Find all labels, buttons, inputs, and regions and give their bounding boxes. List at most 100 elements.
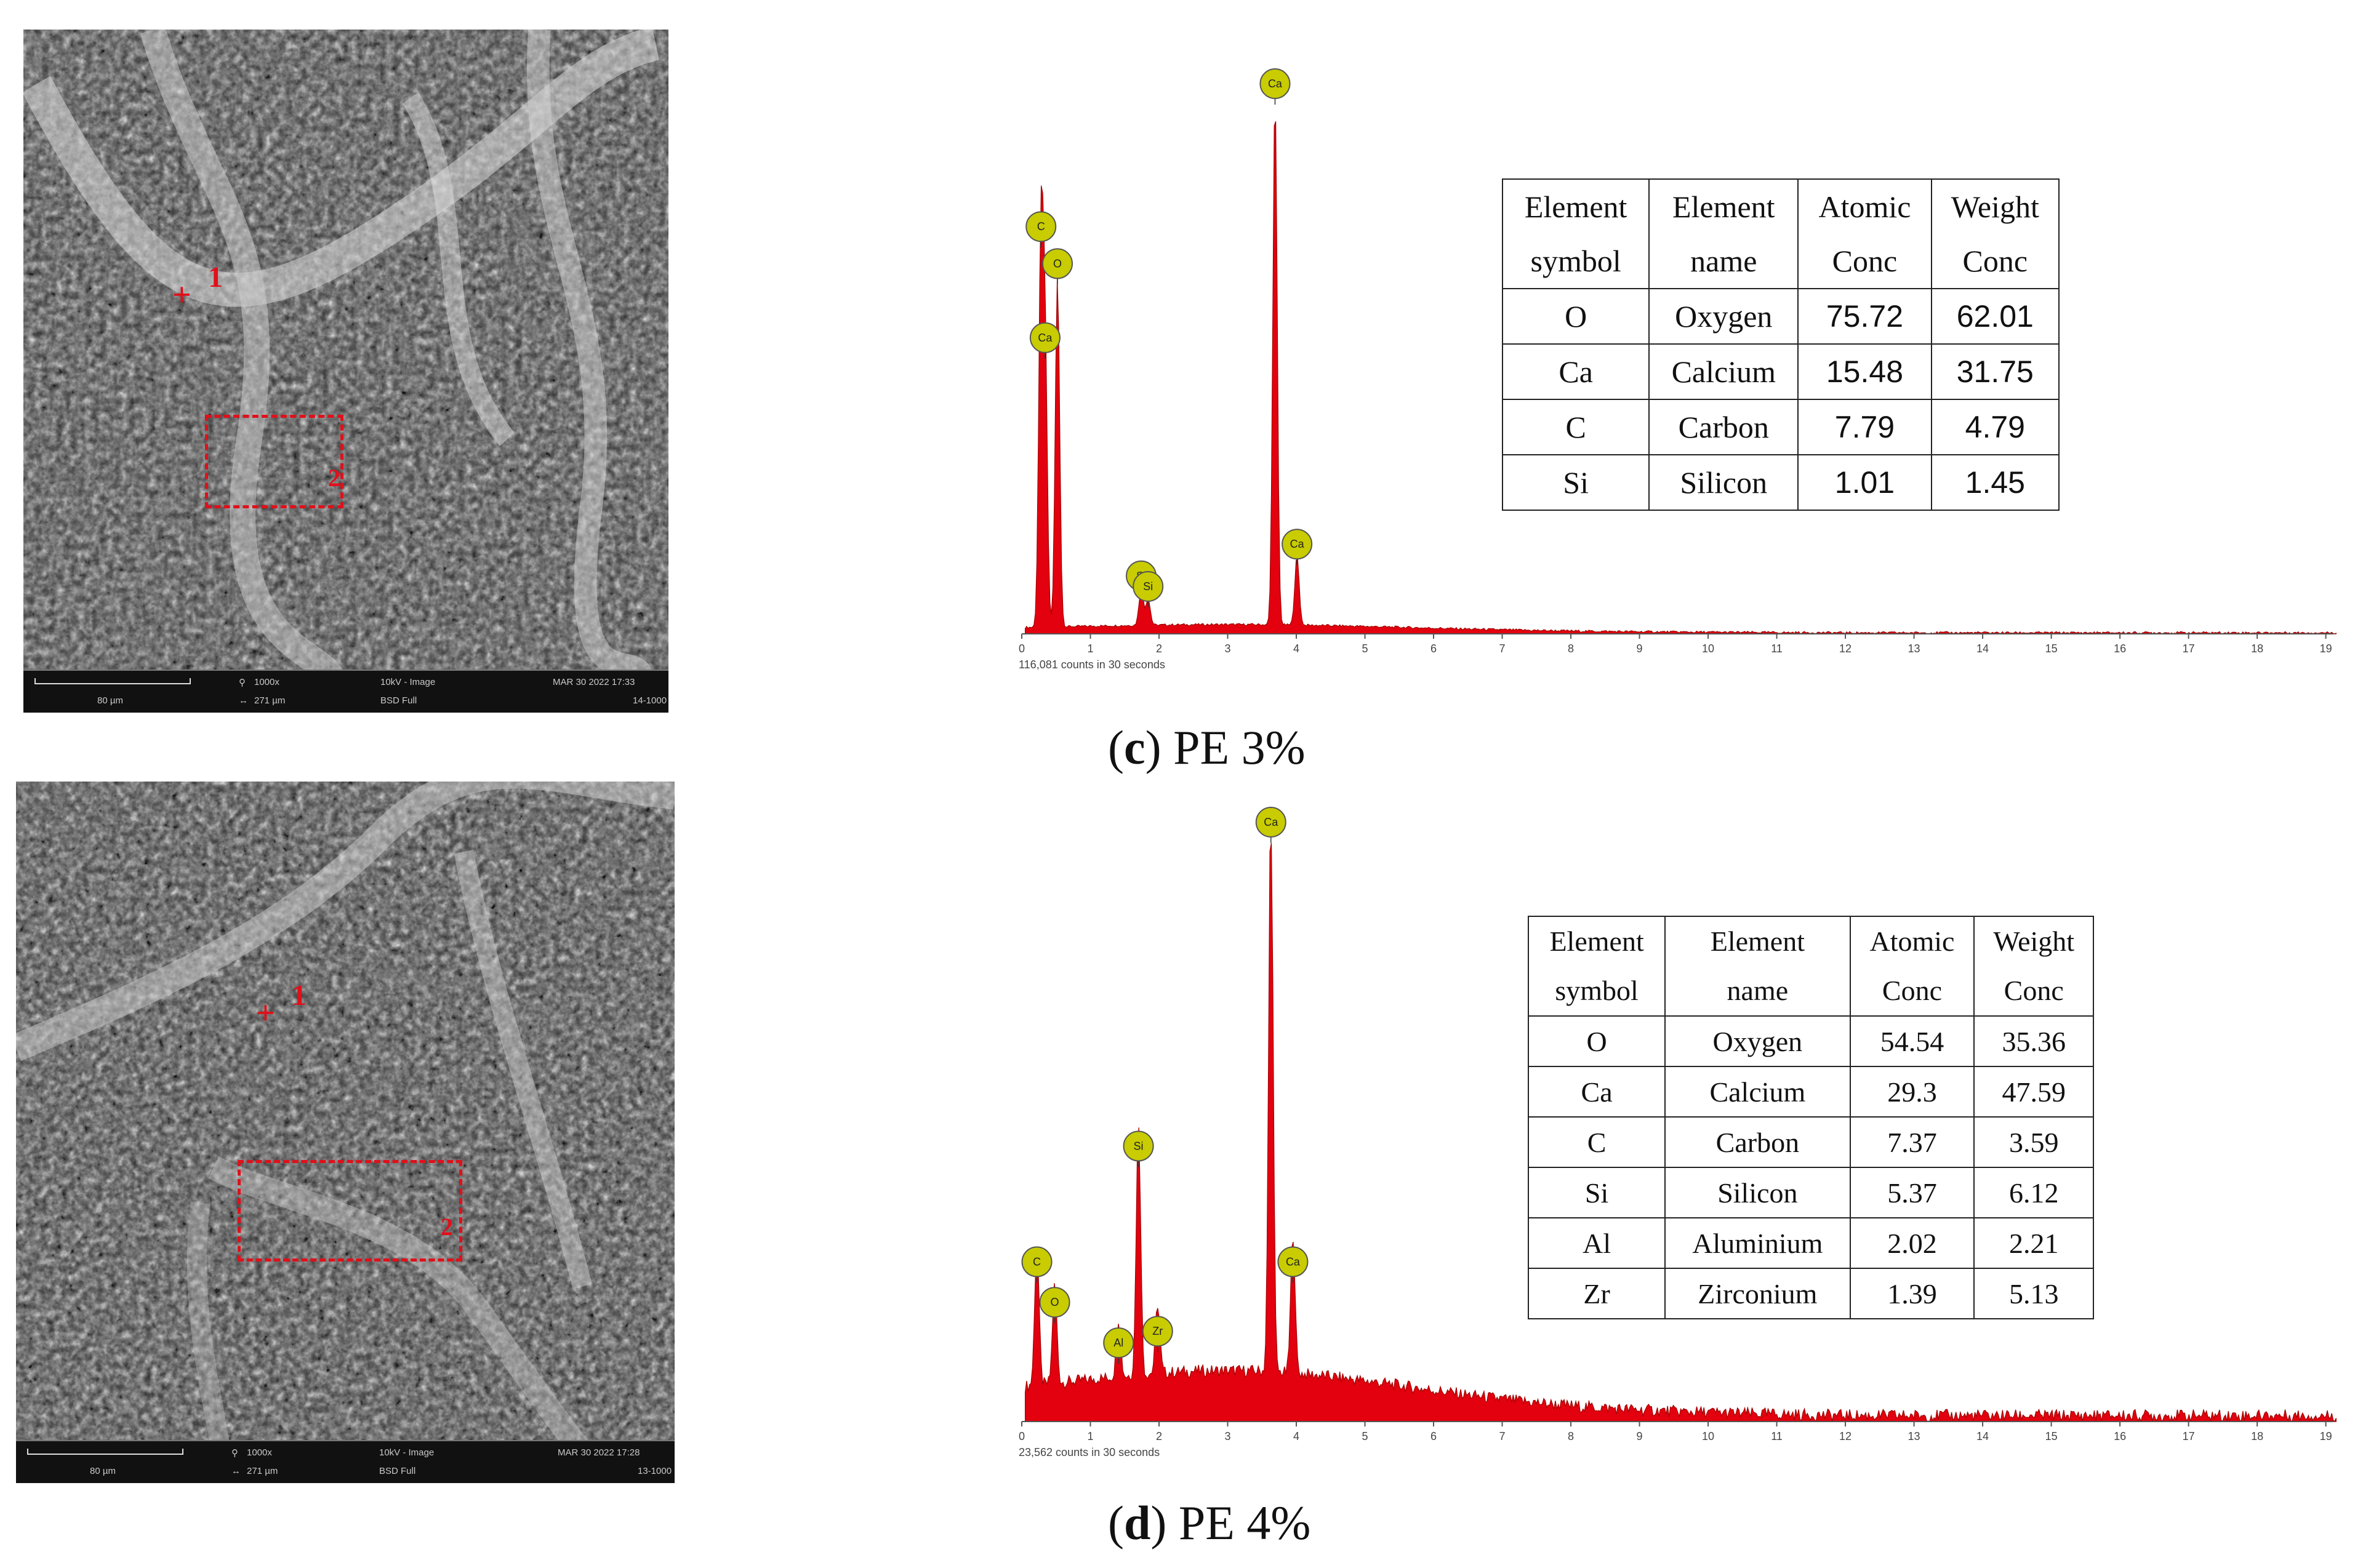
table-cell: 6.12 xyxy=(1973,1167,2094,1218)
peak-marker xyxy=(1029,322,1061,353)
peak-label: C xyxy=(1033,1255,1041,1268)
peak-marker xyxy=(1123,1130,1154,1162)
x-tick-label: 19 xyxy=(2320,642,2332,655)
peak-marker xyxy=(1133,571,1164,602)
magnification: 1000x xyxy=(254,677,279,687)
x-tick-label: 18 xyxy=(2251,1430,2263,1442)
table-cell: 7.79 xyxy=(1797,399,1932,455)
table-cell: Silicon xyxy=(1648,454,1799,511)
spectrum-area xyxy=(1024,842,2337,1423)
hfw-icon: ↔ xyxy=(239,695,248,706)
table-header-row: Element symbol Element name Atomic Conc Weight… xyxy=(1501,178,2060,289)
table-cell: Carbon xyxy=(1664,1116,1851,1168)
table-cell: Al xyxy=(1527,1217,1666,1269)
table-row: Ca Calcium 15.48 31.75 xyxy=(1501,343,2060,400)
point-1-marker: + xyxy=(256,994,275,1031)
column-header-line: Conc xyxy=(1962,244,2028,278)
table-row: Zr Zirconium 1.39 5.13 xyxy=(1527,1268,2094,1319)
peak-marker xyxy=(1025,211,1057,242)
table-cell: 2.02 xyxy=(1849,1217,1975,1269)
table-cell: 4.79 xyxy=(1930,399,2060,455)
image-code: 14-1000 xyxy=(633,695,667,706)
peak-label: O xyxy=(1053,257,1062,270)
column-header-line: Conc xyxy=(2004,975,2064,1006)
column-header-line: Weight xyxy=(1951,190,2039,224)
x-tick-label: 0 xyxy=(1019,1430,1025,1442)
column-header-line: Element xyxy=(1549,926,1644,957)
peak-label: O xyxy=(1051,1296,1059,1308)
caption-d: (d) PE 4% xyxy=(1108,1496,1311,1550)
x-tick-label: 11 xyxy=(1771,642,1783,655)
table-row: O Oxygen 75.72 62.01 xyxy=(1501,288,2060,345)
region-2-label: 2 xyxy=(441,1213,453,1241)
table-row: Ca Calcium 29.3 47.59 xyxy=(1527,1066,2094,1118)
table-cell: 1.45 xyxy=(1930,454,2060,511)
hfw: 271 µm xyxy=(254,695,286,706)
sem-info-bar: 80 µm ⚲ 1000x ↔ 271 µm 10kV - Image BSD … xyxy=(16,1440,675,1483)
acquisition-date: MAR 30 2022 17:28 xyxy=(558,1447,640,1458)
point-1-label: 1 xyxy=(208,261,223,294)
table-cell: 2.21 xyxy=(1973,1217,2094,1269)
column-header-line: Element xyxy=(1672,190,1775,224)
peak-marker xyxy=(1103,1327,1134,1358)
x-tick-label: 7 xyxy=(1499,642,1506,655)
scale-label: 80 µm xyxy=(97,695,123,706)
figure-panel-d: + 1 2 80 µm ⚲ 1000x ↔ 271 µm 10kV - Imag… xyxy=(0,782,2355,1568)
x-tick-label: 6 xyxy=(1430,1430,1437,1442)
figure-panel-c: + 1 2 80 µm ⚲ 1000x ↔ 271 µm 10kV - Imag… xyxy=(0,0,2355,782)
table-cell: 29.3 xyxy=(1849,1066,1975,1118)
magnification: 1000x xyxy=(247,1447,272,1458)
table-cell: 15.48 xyxy=(1797,343,1932,400)
column-header: Element symbol xyxy=(1527,916,1666,1017)
sem-micrograph-d: + 1 2 80 µm ⚲ 1000x ↔ 271 µm 10kV - Imag… xyxy=(16,782,675,1483)
table-cell: O xyxy=(1501,288,1650,345)
table-cell: Si xyxy=(1527,1167,1666,1218)
table-row: C Carbon 7.37 3.59 xyxy=(1527,1116,2094,1168)
table-cell: Oxygen xyxy=(1648,288,1799,345)
x-tick-label: 17 xyxy=(2183,642,2195,655)
table-cell: O xyxy=(1527,1015,1666,1067)
x-tick-label: 15 xyxy=(2045,642,2058,655)
region-2-box xyxy=(205,415,343,508)
peak-label: Ca xyxy=(1286,1255,1301,1268)
table-cell: Oxygen xyxy=(1664,1015,1851,1067)
x-tick-label: 2 xyxy=(1156,642,1162,655)
table-row: C Carbon 7.79 4.79 xyxy=(1501,399,2060,455)
eds-spectrum-d: 0 1 2 3 4 5 6 7 8 9 10 11 12 13 14 15 16 17 18 19 23,562 cou… xyxy=(1009,807,2339,1471)
table-cell: Carbon xyxy=(1648,399,1799,455)
x-tick-label: 18 xyxy=(2251,642,2263,655)
table-cell: Ca xyxy=(1501,343,1650,400)
x-tick-label: 7 xyxy=(1499,1430,1506,1442)
table-cell: Silicon xyxy=(1664,1167,1851,1218)
peak-label: Si xyxy=(1134,1140,1144,1152)
scale-label: 80 µm xyxy=(90,1466,116,1476)
eds-table-d: Element symbol Element name Atomic Conc Weight… xyxy=(1527,916,2094,1319)
column-header: Atomic Conc xyxy=(1797,178,1932,289)
scale-bar xyxy=(34,678,191,684)
peak-marker xyxy=(1021,1246,1053,1278)
sem-info-bar: 80 µm ⚲ 1000x ↔ 271 µm 10kV - Image BSD … xyxy=(23,670,668,713)
table-cell: 31.75 xyxy=(1930,343,2060,400)
x-tick-label: 5 xyxy=(1362,642,1368,655)
x-tick-label: 19 xyxy=(2320,1430,2332,1442)
column-header-line: Atomic xyxy=(1869,926,1955,957)
x-tick-label: 16 xyxy=(2114,642,2126,655)
column-header: Element symbol xyxy=(1501,178,1650,289)
table-cell: 47.59 xyxy=(1973,1066,2094,1118)
column-header-line: name xyxy=(1727,975,1789,1006)
table-cell: C xyxy=(1527,1116,1666,1168)
caption-c: (c) PE 3% xyxy=(1108,721,1306,774)
column-header-line: symbol xyxy=(1530,244,1621,278)
column-header-line: Element xyxy=(1524,190,1627,224)
peak-label: Al xyxy=(1113,1337,1123,1349)
table-cell: 75.72 xyxy=(1797,288,1932,345)
peak-marker xyxy=(1255,807,1286,838)
image-code: 13-1000 xyxy=(638,1466,672,1476)
x-tick-label: 11 xyxy=(1771,1430,1783,1442)
table-row: Si Silicon 1.01 1.45 xyxy=(1501,454,2060,511)
x-tick-label: 1 xyxy=(1087,1430,1093,1442)
table-row: O Oxygen 54.54 35.36 xyxy=(1527,1015,2094,1067)
x-tick-label: 0 xyxy=(1019,642,1025,655)
x-tick-label: 2 xyxy=(1156,1430,1162,1442)
table-cell: Zr xyxy=(1527,1268,1666,1319)
